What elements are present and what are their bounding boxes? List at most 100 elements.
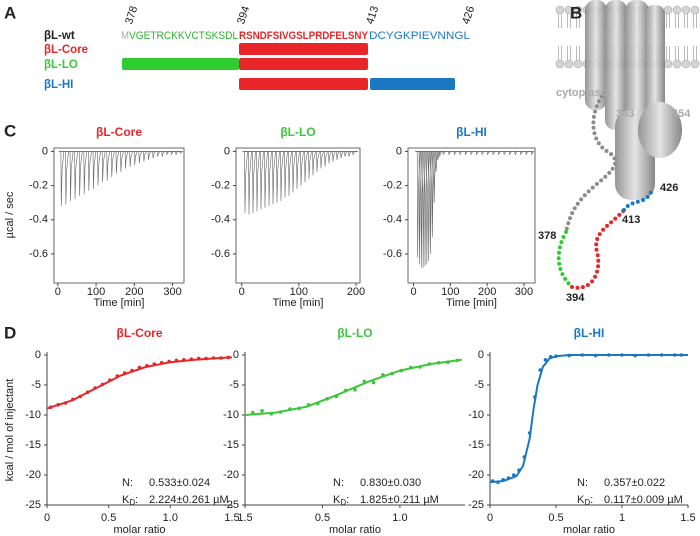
lipid-head bbox=[690, 5, 700, 15]
injection-peak bbox=[448, 151, 452, 155]
data-point bbox=[543, 358, 548, 362]
x-tick-label: 0.5 bbox=[548, 512, 563, 524]
injection-peak bbox=[166, 151, 170, 155]
injection-peak bbox=[120, 151, 124, 172]
data-point bbox=[297, 406, 302, 411]
data-point bbox=[152, 362, 157, 366]
injection-peak bbox=[152, 151, 156, 159]
data-point bbox=[620, 353, 624, 357]
injection-peak bbox=[272, 151, 276, 205]
injection-peak bbox=[88, 151, 92, 191]
x-tick-label: 1 bbox=[619, 512, 625, 524]
data-point bbox=[517, 468, 521, 473]
plot-frame bbox=[407, 147, 536, 284]
x-axis-label: molar ratio bbox=[329, 524, 381, 536]
y-tick-label: -15 bbox=[468, 439, 484, 451]
residue-label: 426 bbox=[660, 182, 678, 194]
y-tick-label: -25 bbox=[25, 499, 41, 511]
construct-bar bbox=[239, 43, 368, 55]
injection-peak bbox=[161, 151, 166, 157]
lipid-head bbox=[564, 5, 574, 15]
linker-dots bbox=[570, 208, 626, 290]
injection-peak bbox=[348, 151, 352, 157]
x-tick-label: 0 bbox=[487, 512, 493, 524]
data-point bbox=[63, 401, 68, 405]
data-point bbox=[343, 388, 348, 393]
injection-peak bbox=[497, 151, 502, 155]
injection-peak bbox=[106, 151, 111, 181]
y-tick-label: 0 bbox=[233, 349, 239, 361]
x-tick-label: 200 bbox=[478, 286, 496, 298]
residue-label: 454 bbox=[672, 108, 691, 120]
data-point bbox=[371, 380, 376, 385]
lipid-head bbox=[555, 5, 565, 15]
data-point bbox=[362, 379, 367, 384]
y-tick-label: -5 bbox=[31, 379, 41, 391]
lipid-head bbox=[672, 59, 682, 69]
injection-peak bbox=[324, 151, 328, 167]
data-point bbox=[659, 353, 664, 357]
data-point bbox=[260, 409, 264, 413]
y-tick-label: -25 bbox=[223, 499, 239, 511]
injection-peak bbox=[248, 151, 252, 215]
annotation-value: 0.533±0.024 bbox=[149, 477, 210, 489]
data-point bbox=[381, 373, 385, 377]
injection-peak bbox=[65, 151, 69, 205]
data-point bbox=[93, 386, 97, 390]
sequence: RSNDFSIVGSLPRDFELSNY bbox=[239, 30, 369, 42]
injection-peak bbox=[175, 151, 179, 155]
injection-peak bbox=[340, 151, 344, 159]
injection-peak bbox=[256, 151, 260, 212]
lipid-head bbox=[663, 5, 673, 15]
data-point bbox=[137, 365, 142, 370]
injection-peak bbox=[276, 151, 280, 203]
injection-peak bbox=[438, 151, 443, 157]
y-tick-label: -0.4 bbox=[29, 214, 48, 226]
injection-peak bbox=[111, 151, 115, 178]
injection-peak bbox=[296, 151, 300, 190]
protein-structure bbox=[585, 0, 682, 200]
injection-peak bbox=[312, 151, 316, 176]
y-tick-label: -5 bbox=[474, 379, 484, 391]
linker-dots bbox=[622, 188, 654, 212]
injection-peak bbox=[284, 151, 288, 198]
annotation-value: 0.830±0.030 bbox=[360, 477, 421, 489]
residue-label: 394 bbox=[566, 292, 585, 304]
fit-curve bbox=[244, 358, 463, 416]
injection-peak bbox=[328, 151, 332, 164]
chart-title: βL-LO bbox=[337, 326, 372, 340]
injection-peak bbox=[300, 151, 304, 186]
panel-label: D bbox=[4, 323, 16, 342]
construct-bar bbox=[239, 58, 368, 70]
residue-number: 394 bbox=[235, 5, 252, 26]
injection-peak bbox=[531, 151, 535, 155]
injection-peak bbox=[292, 151, 296, 193]
data-point bbox=[100, 382, 105, 387]
injection-peak bbox=[316, 151, 320, 172]
data-point bbox=[399, 368, 404, 373]
data-point bbox=[496, 480, 500, 485]
y-tick-label: 0 bbox=[396, 145, 402, 157]
x-axis-label: molar ratio bbox=[563, 524, 615, 536]
residue-number: 426 bbox=[460, 5, 477, 26]
data-point bbox=[511, 473, 516, 477]
y-tick-label: -0.4 bbox=[383, 214, 402, 226]
x-tick-label: 200 bbox=[125, 286, 143, 298]
injection-peak bbox=[280, 151, 284, 201]
y-tick-label: 0 bbox=[478, 349, 484, 361]
injection-peak bbox=[514, 151, 518, 155]
data-point bbox=[250, 410, 255, 415]
injection-peak bbox=[453, 151, 458, 155]
injection-peak bbox=[156, 151, 161, 157]
y-tick-label: -15 bbox=[223, 439, 239, 451]
fit-curve bbox=[489, 354, 688, 484]
injection-peak bbox=[492, 151, 496, 155]
injection-peak bbox=[304, 151, 308, 183]
data-point bbox=[455, 358, 460, 363]
panel-label: B bbox=[570, 3, 582, 22]
annotation-value: 2.224±0.261 µM bbox=[149, 494, 229, 506]
construct-bar bbox=[239, 78, 368, 90]
y-tick-label: -0.2 bbox=[29, 180, 48, 192]
data-point bbox=[679, 353, 684, 357]
